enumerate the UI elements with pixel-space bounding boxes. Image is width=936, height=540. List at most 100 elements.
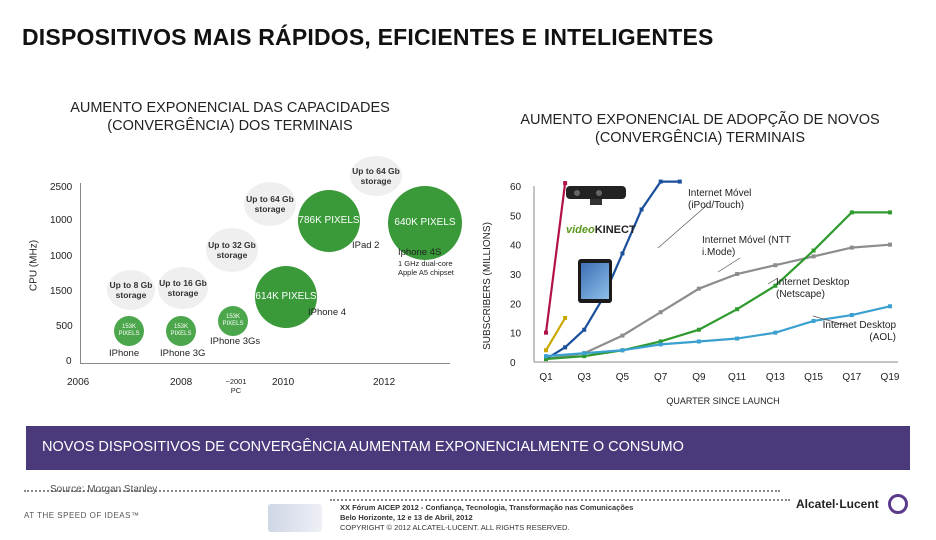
storage-bubble: Up to 16 Gb storage (158, 267, 208, 309)
adoption-x-tick: Q9 (692, 372, 706, 383)
series-line (544, 182, 567, 333)
series-point (563, 181, 568, 186)
adoption-x-tick: Q1 (539, 372, 553, 383)
series-point (620, 333, 625, 338)
series-point (735, 307, 740, 312)
series-label-ipod: Internet Móvel (iPod/Touch) (688, 188, 752, 211)
cpu-y-tick: 500 (56, 321, 73, 332)
pixel-bubble: 614K PIXELS (255, 266, 317, 328)
cpu-y-tick: 1000 (50, 215, 73, 226)
kinect-lens (574, 190, 580, 196)
label-leader-line (767, 277, 779, 285)
cpu-chart: CPU (MHz) 2500 1000 1000 1500 500 0 2006… (0, 156, 470, 400)
cpu-y-axis-label: CPU (MHz) (28, 239, 40, 292)
series-point (696, 286, 701, 291)
device-label: IPhone 3Gs (210, 336, 261, 347)
series-point (696, 339, 701, 344)
adoption-y-tick: 50 (510, 211, 522, 222)
pixel-bubble: 153K PIXELS (166, 316, 196, 346)
adoption-x-tick: Q5 (616, 372, 630, 383)
adoption-x-ticks: Q1 Q3 Q5 Q7 Q9 Q11 Q13 Q15 Q17 Q19 (539, 372, 900, 383)
series-point (658, 179, 663, 184)
kinect-logo-prefix: video (566, 224, 595, 236)
footer-dotted-rule (330, 499, 790, 501)
iphone4s-detail: 1 GHz dual-core Apple A5 chipset (398, 259, 454, 277)
footer-tagline: AT THE SPEED OF IDEAS™ (24, 511, 140, 520)
ipad-screen (581, 263, 609, 299)
label-leader-line (812, 315, 849, 327)
footer-event-line1: XX Fórum AICEP 2012 - Confiança, Tecnolo… (340, 503, 634, 512)
storage-bubble: Up to 64 Gb storage (350, 156, 402, 196)
series-point (544, 357, 548, 362)
cpu-y-tick: 1500 (50, 286, 73, 297)
cpu-x-tick: 2010 (272, 377, 295, 388)
series-point (677, 179, 682, 184)
series-label-netscape: Internet Desktop (Netscape) (776, 277, 850, 300)
storage-bubble: Up to 8 Gb storage (107, 270, 155, 310)
adoption-x-tick: Q13 (766, 372, 785, 383)
left-panel-subtitle: AUMENTO EXPONENCIAL DAS CAPACIDADES (CON… (70, 100, 390, 134)
source-note: Source: Morgan Stanley (50, 484, 158, 495)
cpu-y-axis (80, 183, 81, 363)
adoption-y-tick: 10 (510, 329, 522, 340)
cpu-y-tick: 2500 (50, 182, 73, 193)
cpu-y-tick: 0 (66, 356, 72, 367)
adoption-x-tick: Q3 (578, 372, 592, 383)
series-point (582, 354, 587, 359)
adoption-series (544, 179, 892, 362)
series-point (849, 313, 854, 318)
cpu-x-tick: 2012 (373, 377, 396, 388)
series-point (773, 263, 778, 268)
right-panel-subtitle: AUMENTO EXPONENCIAL DE ADOPÇÃO DE NOVOS … (520, 112, 880, 146)
adoption-y-tick: 60 (510, 182, 522, 193)
adoption-x-tick: Q19 (881, 372, 900, 383)
series-point (811, 254, 816, 259)
cpu-x-tick: ~2001 PC (225, 377, 247, 395)
device-label: Iphone 4S (398, 247, 442, 258)
series-point (696, 327, 701, 332)
kinect-base (590, 199, 602, 205)
label-leader-line (657, 205, 707, 249)
pixel-bubble: 640K PIXELS (388, 186, 462, 260)
footer-event-line2: Belo Horizonte, 12 e 13 de Abril, 2012 (340, 513, 473, 522)
page-title: DISPOSITIVOS MAIS RÁPIDOS, EFICIENTES E … (22, 24, 714, 50)
adoption-x-tick: Q11 (728, 372, 747, 383)
series-point (658, 339, 663, 344)
series-point (563, 316, 568, 320)
series-point (544, 348, 548, 353)
series-point (773, 283, 778, 288)
adoption-x-axis-label: QUARTER SINCE LAUNCH (666, 396, 779, 406)
adoption-y-tick: 30 (510, 270, 522, 281)
cpu-x-tick: 2008 (170, 377, 193, 388)
series-point (658, 310, 663, 315)
series-point (544, 354, 548, 359)
series-label-ntt: Internet Móvel (NTT i.Mode) (702, 235, 791, 258)
brand-logo-text: Alcatel·Lucent (796, 497, 879, 511)
kinect-image (566, 182, 630, 222)
series-point (888, 304, 892, 309)
series-point (582, 351, 587, 356)
cpu-x-tick: 2006 (67, 377, 90, 388)
adoption-x-tick: Q15 (804, 372, 823, 383)
adoption-y-tick: 20 (510, 299, 522, 310)
adoption-x-tick: Q17 (842, 372, 861, 383)
series-point (849, 245, 854, 250)
adoption-y-axis-label: SUBSCRIBERS (MILLIONS) (482, 222, 493, 350)
series-point (639, 207, 644, 212)
series-point (735, 336, 740, 341)
device-label: IPhone (109, 348, 140, 359)
series-line (545, 317, 567, 351)
series-point (544, 330, 548, 335)
pixel-bubble: 786K PIXELS (298, 190, 360, 252)
pixel-bubble: 153K PIXELS (114, 316, 144, 346)
series-line (545, 211, 890, 361)
series-point (888, 242, 892, 247)
adoption-y-tick: 0 (510, 358, 516, 369)
series-point (620, 348, 625, 353)
series-line (545, 305, 891, 358)
kinect-logo: videoKINECT (566, 224, 636, 236)
device-label: IPhone 3G (160, 348, 206, 359)
event-logo (268, 504, 322, 532)
cpu-y-tick: 1000 (50, 251, 73, 262)
